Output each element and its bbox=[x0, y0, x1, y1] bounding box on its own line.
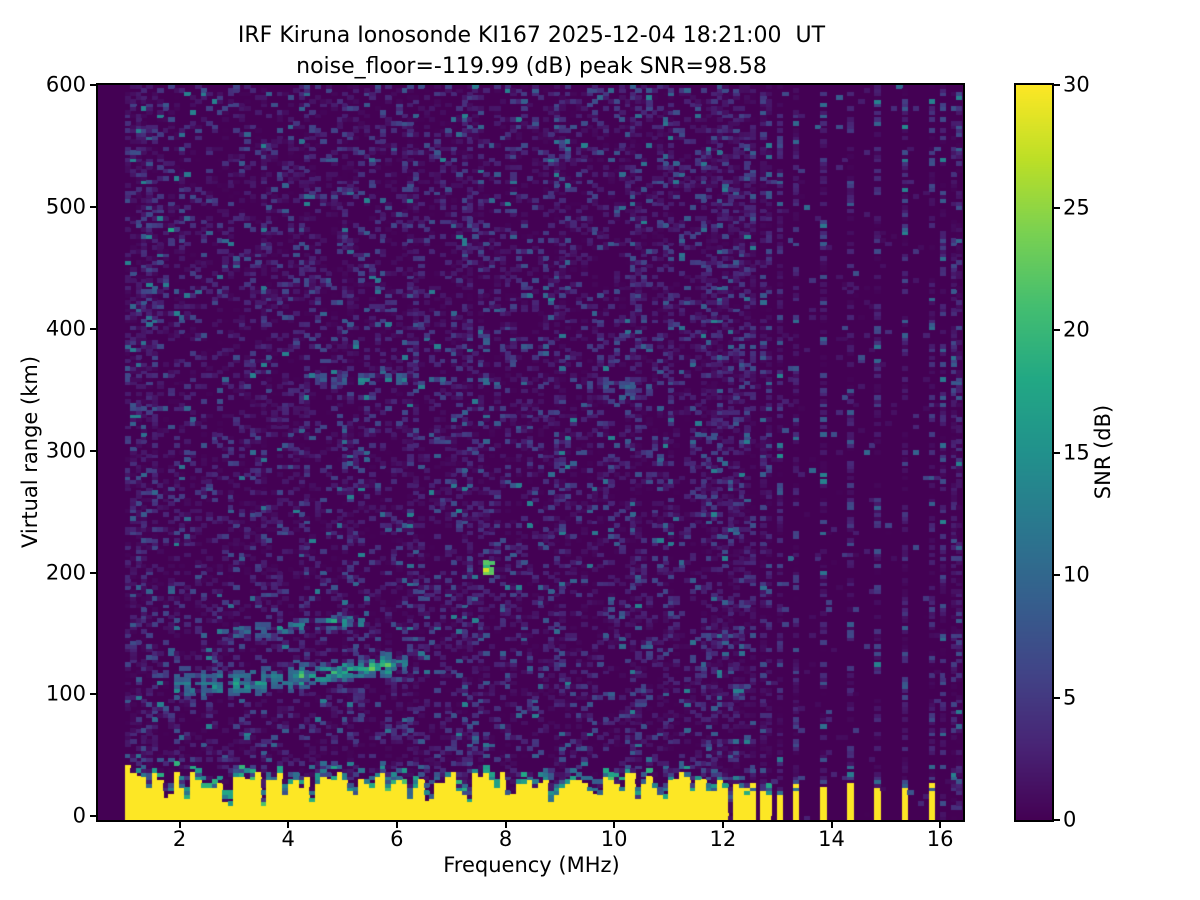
colorbar-tick-label: 5 bbox=[1063, 685, 1077, 710]
x-tick-label: 4 bbox=[281, 827, 295, 851]
colorbar-tick-mark bbox=[1054, 329, 1060, 331]
colorbar-tick-label: 15 bbox=[1063, 440, 1090, 465]
y-tick-mark bbox=[90, 571, 96, 574]
y-tick-mark bbox=[90, 693, 96, 696]
chart-title: IRF Kiruna Ionosonde KI167 2025-12-04 18… bbox=[237, 23, 826, 48]
x-tick-label: 8 bbox=[498, 827, 513, 851]
colorbar-tick-mark bbox=[1054, 206, 1060, 209]
y-tick-label: 300 bbox=[45, 438, 86, 463]
y-tick-label: 200 bbox=[45, 560, 86, 585]
x-tick-label: 6 bbox=[390, 827, 404, 851]
chart-subtitle: noise_floor=-119.99 (dB) peak SNR=98.58 bbox=[296, 54, 767, 79]
y-tick-mark bbox=[90, 449, 96, 452]
ionogram-heatmap-canvas bbox=[98, 85, 963, 820]
colorbar-label: SNR (dB) bbox=[1091, 404, 1115, 500]
y-tick-mark bbox=[90, 205, 96, 208]
y-tick-label: 600 bbox=[45, 72, 86, 97]
x-tick-mark bbox=[178, 822, 181, 828]
x-tick-mark bbox=[830, 822, 833, 828]
x-tick-label: 12 bbox=[709, 827, 737, 851]
x-tick-mark bbox=[721, 822, 724, 828]
colorbar-tick-mark bbox=[1054, 574, 1060, 576]
x-tick-mark bbox=[613, 822, 616, 828]
y-tick-label: 0 bbox=[72, 803, 86, 828]
x-tick-mark bbox=[287, 822, 290, 828]
x-tick-label: 2 bbox=[172, 827, 187, 851]
y-tick-mark bbox=[90, 815, 96, 818]
colorbar-tick-label: 20 bbox=[1063, 317, 1090, 342]
colorbar bbox=[1014, 83, 1054, 822]
colorbar-tick-label: 0 bbox=[1063, 807, 1077, 832]
x-tick-mark bbox=[504, 822, 507, 828]
colorbar-tick-mark bbox=[1054, 696, 1060, 699]
y-tick-mark bbox=[90, 327, 96, 330]
colorbar-tick-label: 25 bbox=[1063, 195, 1090, 220]
colorbar-tick-mark bbox=[1054, 84, 1060, 86]
colorbar-tick-mark bbox=[1054, 451, 1060, 454]
colorbar-tick-label: 30 bbox=[1063, 72, 1090, 97]
x-tick-label: 14 bbox=[818, 827, 845, 851]
x-tick-label: 16 bbox=[926, 827, 954, 851]
y-tick-label: 500 bbox=[45, 194, 86, 219]
y-tick-mark bbox=[90, 84, 96, 86]
x-tick-mark bbox=[939, 822, 942, 828]
colorbar-tick-mark bbox=[1054, 819, 1060, 821]
y-tick-label: 100 bbox=[45, 681, 86, 706]
plot-area bbox=[96, 83, 965, 822]
colorbar-tick-label: 10 bbox=[1063, 562, 1090, 587]
x-tick-mark bbox=[395, 822, 398, 828]
colorbar-gradient-canvas bbox=[1016, 85, 1052, 820]
x-tick-label: 10 bbox=[600, 827, 628, 851]
y-tick-label: 400 bbox=[45, 316, 86, 341]
x-axis-label: Frequency (MHz) bbox=[443, 853, 620, 877]
